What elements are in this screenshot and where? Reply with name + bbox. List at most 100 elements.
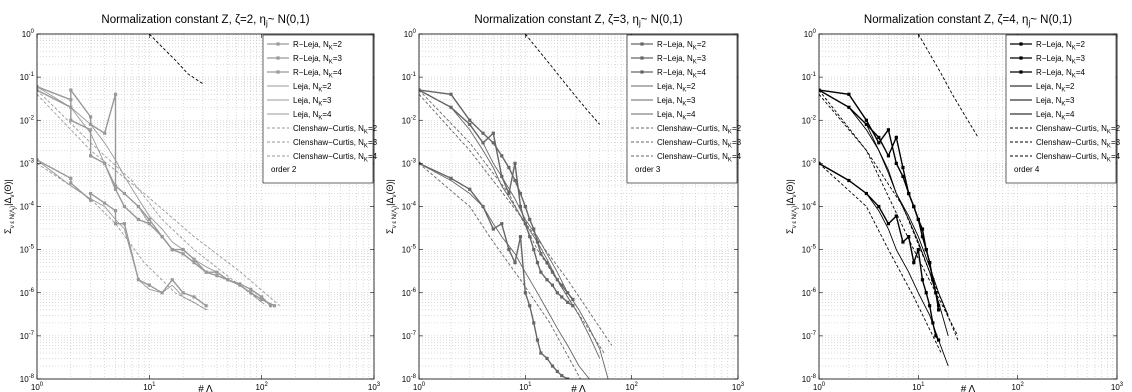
y-tick-label: 10-7 [802, 331, 817, 341]
series-point [877, 135, 881, 140]
chart-panel-3: 100 101 102 103 100 10-1 10-2 10-3 10-4 10-5 10-6 1… [785, 14, 1124, 392]
y-tick-label: 10-2 [402, 115, 417, 125]
series-point [937, 308, 941, 312]
series-point [449, 176, 453, 180]
legend-marker [276, 70, 280, 74]
series-line-4 [819, 163, 949, 367]
y-tick-label: 10-5 [20, 245, 35, 255]
series-point [535, 338, 540, 342]
series-point [920, 278, 925, 282]
chart-title: Normalization constant Z, ζ=3, ηj~ N(0,1… [474, 14, 682, 28]
series-point [103, 201, 107, 205]
legend-label: R−Leja, NK=4 [293, 68, 342, 80]
legend-label: Clenshaw−Curtis, NK=2 [1036, 124, 1121, 136]
series-point [894, 161, 898, 165]
legend-label: R−Leja, NK=2 [293, 40, 342, 52]
series-point [937, 304, 941, 308]
legend-marker [1019, 42, 1023, 46]
y-tick-label: 10-3 [802, 158, 817, 168]
legend-label: R−Leja, NK=2 [1036, 40, 1085, 52]
legend-label: Clenshaw−Curtis, NK=3 [657, 138, 742, 150]
series-point [518, 204, 523, 209]
series-point [566, 377, 570, 379]
legend-marker [640, 56, 644, 60]
legend-label: Leja, NK=2 [1036, 82, 1075, 94]
series-point [518, 191, 523, 196]
legend-label: Clenshaw−Curtis, NK=3 [293, 138, 378, 150]
series-point [449, 92, 453, 96]
series-point [877, 141, 881, 145]
series-point [507, 165, 511, 170]
legend-marker [276, 56, 280, 60]
x-axis-label: # Λ [961, 384, 976, 392]
series-group [419, 34, 613, 379]
legend-label: order 2 [271, 165, 297, 174]
series-point [528, 217, 532, 222]
series-point [147, 283, 151, 287]
series-point [113, 187, 118, 191]
series-point [550, 270, 555, 274]
series-point [907, 235, 911, 239]
legend-label: order 3 [635, 165, 661, 174]
legend-box [262, 34, 374, 184]
legend-label: R−Leja, NK=3 [657, 54, 706, 66]
series-point [88, 191, 93, 196]
series-line-6 [819, 89, 949, 337]
series-line-7 [819, 163, 942, 354]
y-tick-label: 10-1 [402, 72, 417, 82]
series-line-10 [148, 34, 204, 85]
series-point [571, 297, 575, 302]
series-group [819, 34, 979, 367]
series-point [103, 131, 107, 135]
y-tick-label: 10-7 [20, 331, 35, 341]
legend-marker [1019, 56, 1023, 60]
series-point [513, 161, 517, 165]
series-line-8 [819, 89, 959, 341]
series-line-9 [819, 94, 959, 337]
legend-label: R−Leja, NK=3 [293, 54, 342, 66]
y-tick-label: 10-3 [402, 158, 417, 168]
y-axis-label: Σν ε N(Λj)|Δν(Θ)| [3, 179, 18, 234]
series-point [560, 295, 564, 299]
x-tick-label: 101 [912, 382, 925, 392]
series-point [69, 181, 73, 185]
series-point [864, 118, 868, 122]
series-point [901, 240, 905, 244]
series-point [550, 283, 555, 287]
series-line-9 [419, 93, 613, 346]
series-point [886, 154, 891, 158]
x-tick-label: 101 [143, 382, 156, 392]
series-point [37, 158, 39, 162]
series-point [539, 252, 543, 256]
y-tick-label: 10-2 [20, 115, 35, 125]
series-point [69, 176, 73, 180]
legend-box [1005, 34, 1117, 184]
series-point [545, 278, 549, 282]
x-tick-label: 102 [1012, 382, 1025, 392]
series-point [268, 304, 273, 308]
series-point [539, 351, 543, 355]
series-point [500, 154, 504, 158]
series-point [523, 291, 527, 295]
y-tick-label: 10-7 [402, 331, 417, 341]
series-point [532, 248, 536, 252]
series-point [539, 270, 543, 274]
series-group [37, 34, 281, 311]
series-point [886, 222, 891, 226]
series-point [934, 334, 938, 338]
series-point [916, 217, 920, 222]
series-point [181, 291, 185, 295]
series-line-4 [37, 159, 207, 311]
legend-label: Clenshaw−Curtis, NK=4 [1036, 152, 1121, 164]
legend-label: Clenshaw−Curtis, NK=4 [293, 152, 378, 164]
series-point [886, 128, 891, 132]
legend-label: Leja, NK=2 [293, 82, 332, 94]
series-point [192, 295, 196, 299]
y-tick-label: 10-6 [802, 288, 817, 298]
y-tick-label: 10-4 [20, 202, 35, 212]
series-point [877, 204, 881, 209]
legend-label: R−Leja, NK=4 [1036, 68, 1085, 80]
legend-marker [640, 42, 644, 46]
series-point [88, 128, 93, 132]
